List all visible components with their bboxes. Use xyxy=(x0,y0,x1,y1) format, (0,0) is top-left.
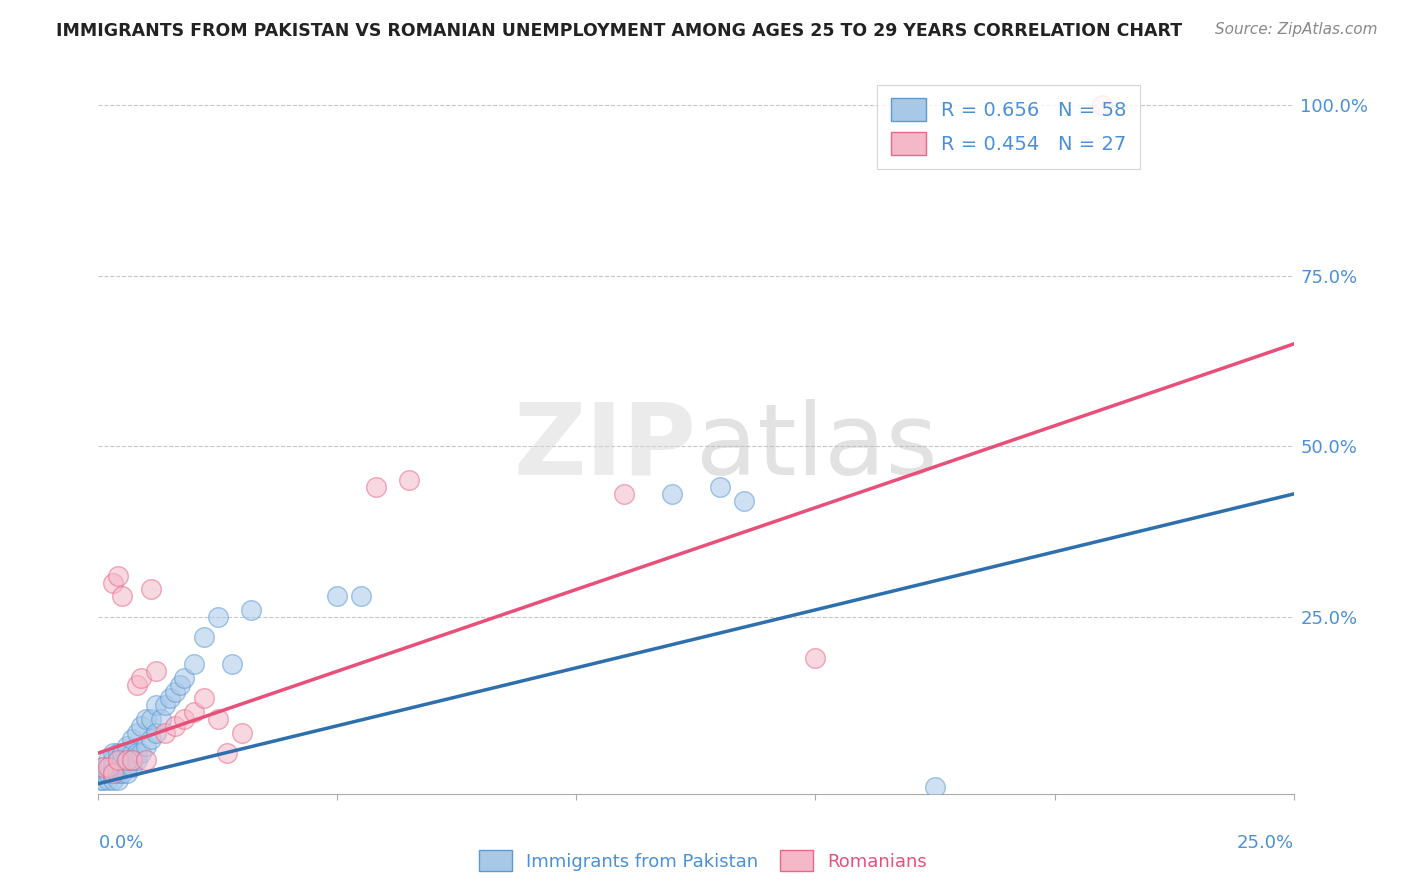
Point xyxy=(97,753,120,767)
Point xyxy=(183,705,205,719)
Point xyxy=(101,753,124,767)
Point xyxy=(97,773,120,788)
Point xyxy=(107,766,129,780)
Point xyxy=(97,766,120,780)
Point xyxy=(145,725,167,739)
Point xyxy=(709,480,731,494)
Point xyxy=(613,487,636,501)
Point xyxy=(107,753,129,767)
Point xyxy=(924,780,946,794)
Point xyxy=(125,753,148,767)
Point xyxy=(733,493,755,508)
Point xyxy=(107,746,129,760)
Point xyxy=(139,582,162,597)
Point xyxy=(115,759,138,773)
Point xyxy=(111,759,134,773)
Point xyxy=(91,773,114,788)
Point xyxy=(139,712,162,726)
Point xyxy=(155,725,177,739)
Point xyxy=(97,759,120,773)
Point xyxy=(163,684,186,698)
Point xyxy=(207,609,229,624)
Point xyxy=(131,671,153,685)
Text: 25.0%: 25.0% xyxy=(1236,834,1294,852)
Text: Source: ZipAtlas.com: Source: ZipAtlas.com xyxy=(1215,22,1378,37)
Point xyxy=(101,746,124,760)
Point xyxy=(364,480,387,494)
Point xyxy=(155,698,177,713)
Point xyxy=(173,671,195,685)
Point xyxy=(231,725,253,739)
Point xyxy=(107,773,129,788)
Point xyxy=(398,473,420,487)
Point xyxy=(661,487,683,501)
Point xyxy=(115,766,138,780)
Point xyxy=(101,766,124,780)
Point xyxy=(121,732,143,747)
Point xyxy=(326,589,349,603)
Point xyxy=(193,630,215,644)
Point xyxy=(159,691,181,706)
Point xyxy=(115,753,138,767)
Point xyxy=(91,759,114,773)
Point xyxy=(145,664,167,678)
Point xyxy=(169,678,191,692)
Point xyxy=(97,759,120,773)
Point xyxy=(115,753,138,767)
Text: 0.0%: 0.0% xyxy=(98,834,143,852)
Point xyxy=(131,719,153,733)
Point xyxy=(101,773,124,788)
Point xyxy=(111,766,134,780)
Point xyxy=(91,759,114,773)
Point xyxy=(240,603,263,617)
Point xyxy=(121,746,143,760)
Text: atlas: atlas xyxy=(696,399,938,496)
Point xyxy=(183,657,205,672)
Legend: Immigrants from Pakistan, Romanians: Immigrants from Pakistan, Romanians xyxy=(472,843,934,879)
Point xyxy=(163,719,186,733)
Point xyxy=(115,739,138,754)
Point xyxy=(125,678,148,692)
Point xyxy=(350,589,373,603)
Point xyxy=(107,568,129,582)
Point xyxy=(149,712,172,726)
Point xyxy=(121,753,143,767)
Point xyxy=(121,753,143,767)
Point xyxy=(173,712,195,726)
Point xyxy=(101,766,124,780)
Point xyxy=(135,753,157,767)
Point xyxy=(107,759,129,773)
Point xyxy=(101,575,124,590)
Point xyxy=(111,753,134,767)
Point xyxy=(107,753,129,767)
Point xyxy=(131,746,153,760)
Text: ZIP: ZIP xyxy=(513,399,696,496)
Point xyxy=(135,712,157,726)
Point xyxy=(125,725,148,739)
Point xyxy=(207,712,229,726)
Legend: R = 0.656   N = 58, R = 0.454   N = 27: R = 0.656 N = 58, R = 0.454 N = 27 xyxy=(877,85,1140,169)
Point xyxy=(125,746,148,760)
Point xyxy=(111,746,134,760)
Point xyxy=(804,650,827,665)
Point xyxy=(193,691,215,706)
Point xyxy=(101,759,124,773)
Point xyxy=(145,698,167,713)
Point xyxy=(111,589,134,603)
Point xyxy=(139,732,162,747)
Point xyxy=(91,766,114,780)
Text: IMMIGRANTS FROM PAKISTAN VS ROMANIAN UNEMPLOYMENT AMONG AGES 25 TO 29 YEARS CORR: IMMIGRANTS FROM PAKISTAN VS ROMANIAN UNE… xyxy=(56,22,1182,40)
Point xyxy=(1091,98,1114,112)
Point xyxy=(121,759,143,773)
Point xyxy=(217,746,239,760)
Point xyxy=(135,739,157,754)
Point xyxy=(221,657,243,672)
Point xyxy=(90,773,112,788)
